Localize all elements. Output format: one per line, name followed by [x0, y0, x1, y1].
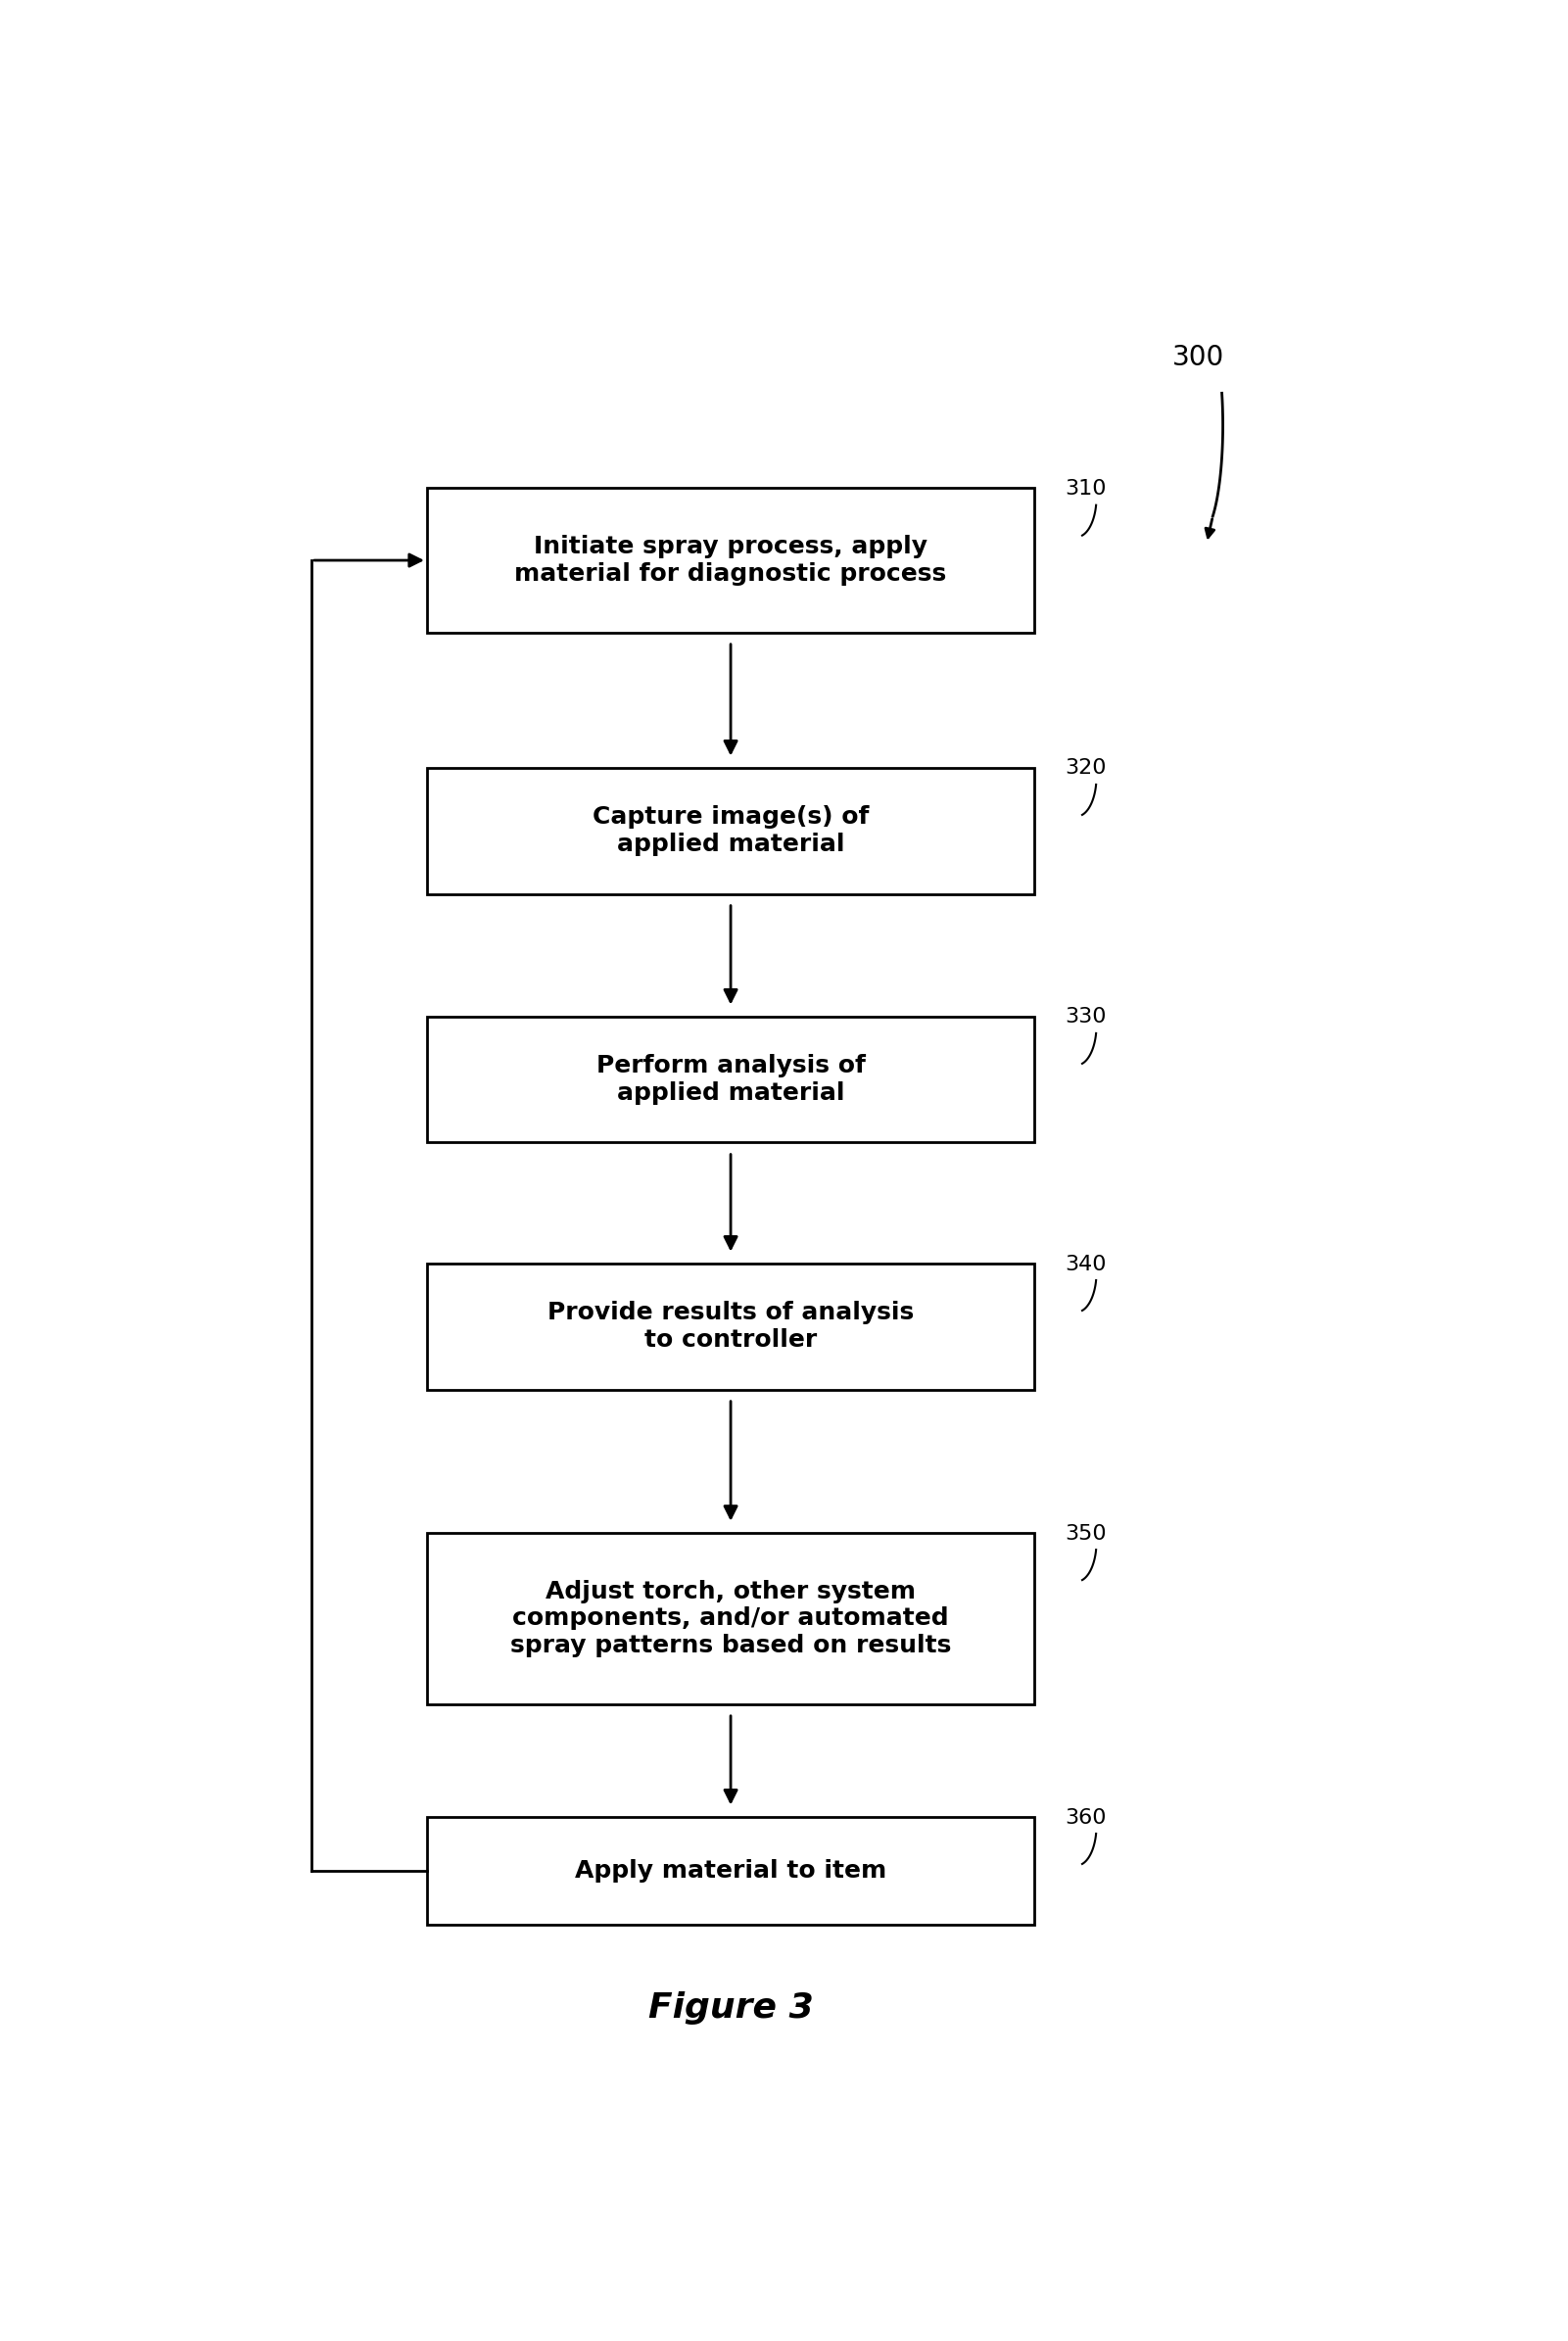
FancyBboxPatch shape	[426, 1533, 1035, 1704]
Text: Adjust torch, other system
components, and/or automated
spray patterns based on : Adjust torch, other system components, a…	[510, 1580, 952, 1657]
Text: Figure 3: Figure 3	[648, 1992, 814, 2025]
Text: 350: 350	[1065, 1524, 1107, 1543]
Text: 310: 310	[1065, 480, 1107, 499]
FancyBboxPatch shape	[426, 768, 1035, 894]
FancyBboxPatch shape	[426, 1817, 1035, 1924]
Text: Apply material to item: Apply material to item	[575, 1859, 886, 1882]
Text: 340: 340	[1065, 1255, 1107, 1274]
Text: Provide results of analysis
to controller: Provide results of analysis to controlle…	[547, 1302, 914, 1351]
Text: 320: 320	[1065, 758, 1107, 777]
Text: 360: 360	[1065, 1807, 1107, 1828]
FancyBboxPatch shape	[426, 1264, 1035, 1391]
FancyBboxPatch shape	[426, 489, 1035, 632]
Text: 330: 330	[1065, 1007, 1107, 1028]
FancyBboxPatch shape	[426, 1016, 1035, 1142]
Text: Initiate spray process, apply
material for diagnostic process: Initiate spray process, apply material f…	[514, 536, 947, 585]
Text: 300: 300	[1173, 344, 1225, 372]
Text: Perform analysis of
applied material: Perform analysis of applied material	[596, 1053, 866, 1105]
Text: Capture image(s) of
applied material: Capture image(s) of applied material	[593, 805, 869, 857]
